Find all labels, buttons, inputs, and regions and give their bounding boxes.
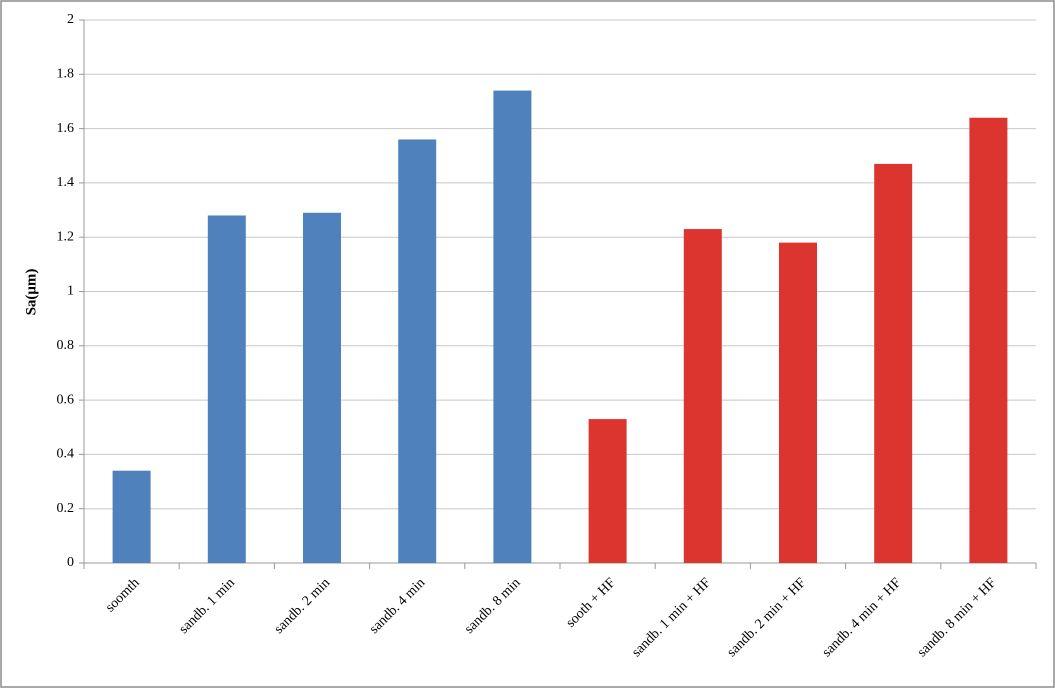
y-tick-label: 0 [67, 555, 74, 570]
bar [398, 139, 437, 563]
y-tick-label: 2 [67, 12, 74, 27]
bar [112, 470, 151, 563]
bar [779, 242, 817, 563]
bar [683, 229, 722, 563]
y-tick-label: 0.2 [57, 501, 75, 516]
bar [969, 117, 1008, 564]
bar [874, 163, 913, 563]
y-tick-label: 0.4 [57, 447, 75, 462]
bar [588, 419, 627, 563]
y-axis-label: Sa(μm) [23, 269, 39, 316]
y-tick-label: 1.6 [57, 121, 75, 136]
y-tick-label: 1 [67, 284, 74, 299]
bar [303, 212, 341, 563]
y-tick-label: 1.2 [57, 229, 75, 244]
y-tick-label: 0.6 [57, 392, 75, 407]
y-tick-label: 1.4 [57, 175, 75, 190]
y-tick-label: 1.8 [57, 67, 75, 82]
y-tick-label: 0.8 [57, 338, 75, 353]
bar [207, 215, 246, 564]
bar [493, 90, 532, 563]
